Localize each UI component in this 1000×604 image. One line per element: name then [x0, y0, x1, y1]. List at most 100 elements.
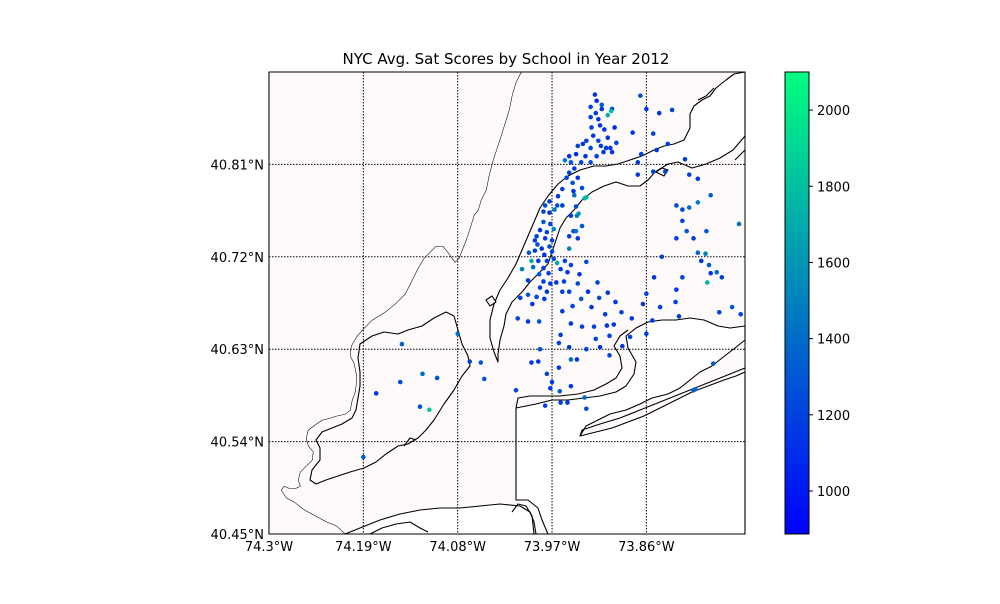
school-point [575, 236, 581, 241]
school-point [602, 311, 608, 317]
school-point [612, 125, 617, 130]
school-point [537, 346, 543, 352]
school-point [638, 93, 643, 98]
school-point [556, 365, 562, 370]
school-point [584, 259, 589, 265]
school-point [608, 145, 613, 151]
school-point [686, 172, 692, 177]
school-point [635, 160, 641, 165]
school-point [578, 160, 584, 165]
school-point [572, 192, 577, 198]
school-point [710, 361, 716, 366]
school-point [571, 188, 576, 194]
school-point [478, 360, 484, 365]
school-point [542, 236, 548, 241]
school-point [601, 149, 606, 155]
school-point [568, 357, 574, 362]
school-point [570, 180, 575, 186]
school-point [662, 169, 668, 174]
colorbar-tick-label: 2000 [817, 104, 850, 119]
school-point [588, 145, 593, 151]
school-point [548, 221, 553, 227]
school-point [568, 321, 574, 326]
y-tick-label: 40.63°N [211, 343, 264, 358]
governors-island [485, 295, 497, 307]
school-point [560, 186, 565, 192]
school-point [549, 379, 555, 385]
school-point [572, 166, 577, 171]
school-points [361, 92, 744, 460]
school-point [708, 192, 713, 198]
school-point [558, 332, 563, 338]
school-point [599, 106, 605, 112]
school-point [593, 110, 599, 116]
school-point [640, 301, 646, 307]
school-point [644, 331, 649, 337]
school-point [629, 316, 635, 321]
school-point [619, 309, 624, 315]
school-point [427, 407, 432, 413]
school-point [532, 248, 538, 253]
school-point [579, 223, 585, 229]
school-point [589, 125, 594, 130]
school-point [530, 301, 535, 307]
school-point [589, 304, 594, 310]
school-point [635, 172, 641, 177]
school-point [644, 291, 649, 297]
school-point [566, 344, 572, 350]
school-point [455, 331, 460, 337]
school-point [596, 138, 601, 144]
school-point [597, 344, 603, 350]
school-point [529, 360, 534, 365]
school-point [361, 454, 366, 460]
school-point [695, 176, 701, 182]
school-point [584, 346, 589, 352]
y-tick-label: 40.54°N [211, 436, 264, 451]
school-point [716, 309, 722, 315]
school-point [684, 228, 689, 234]
school-point [534, 294, 539, 300]
school-point [535, 242, 540, 247]
school-point [680, 207, 685, 212]
school-point [608, 108, 614, 114]
school-point [562, 258, 568, 264]
school-point [691, 236, 696, 241]
school-point [729, 304, 735, 310]
school-point [590, 133, 596, 138]
school-point [515, 316, 521, 321]
school-point [549, 238, 555, 243]
school-point [609, 149, 615, 155]
school-point [399, 341, 405, 347]
school-point [513, 387, 519, 393]
school-point [656, 110, 662, 116]
school-point [551, 256, 557, 262]
school-point [544, 258, 550, 264]
school-point [602, 127, 607, 132]
y-tick-label: 40.45°N [211, 528, 264, 543]
school-point [620, 343, 625, 349]
school-point [517, 295, 523, 301]
school-point [544, 289, 550, 295]
school-point [525, 319, 531, 324]
school-point [542, 203, 548, 208]
school-point [573, 151, 579, 157]
school-point [682, 156, 688, 162]
school-point [604, 323, 610, 328]
school-point [562, 157, 568, 163]
school-point [565, 269, 570, 275]
school-point [579, 324, 585, 329]
school-point [577, 271, 582, 277]
school-point [613, 299, 618, 305]
school-point [373, 391, 379, 396]
school-point [638, 151, 644, 157]
school-point [585, 289, 591, 295]
school-point [669, 107, 675, 113]
school-point [568, 383, 574, 389]
school-point [544, 229, 550, 235]
school-point [542, 296, 547, 302]
school-point [580, 141, 586, 147]
x-tick-label: 73.97°W [524, 540, 581, 555]
school-point [536, 258, 541, 264]
school-point [547, 244, 552, 249]
